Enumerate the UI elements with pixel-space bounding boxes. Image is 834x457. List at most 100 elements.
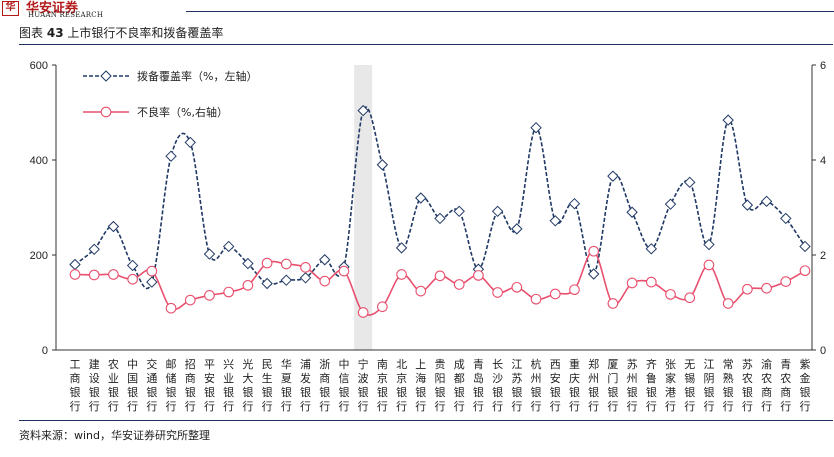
- series-0-point: [491, 205, 504, 218]
- series-0-point: [126, 259, 139, 272]
- series-0-point: [299, 272, 312, 284]
- series-1-point: [703, 259, 715, 271]
- series-0-point: [684, 176, 696, 189]
- series-0-point: [184, 136, 196, 149]
- y-right-tick-label: 4: [820, 155, 826, 167]
- x-tick-label: 光大银行: [242, 357, 253, 413]
- x-tick-label: 平安银行: [204, 358, 215, 413]
- series-0-point: [415, 192, 427, 204]
- series-0-point: [319, 254, 331, 266]
- y-left-tick-label: 0: [42, 345, 48, 357]
- series-1-point: [742, 283, 753, 295]
- series-1-point: [799, 265, 811, 277]
- x-tick-label: 郑州银行: [588, 357, 599, 413]
- series-0-point: [434, 212, 446, 225]
- series-0-point: [88, 243, 100, 256]
- x-tick-label: 邮储银行: [166, 358, 177, 413]
- x-tick-label: 常熟银行: [723, 358, 734, 413]
- y-right-tick-label: 0: [820, 345, 826, 357]
- legend-1-marker: [100, 106, 112, 118]
- x-tick-label: 重庆银行: [569, 357, 580, 413]
- legend-0-label: 拨备覆盖率（%，左轴）: [137, 69, 257, 83]
- series-0-point: [165, 150, 177, 162]
- series-1-point: [684, 292, 696, 304]
- x-tick-label: 贵阳银行: [435, 358, 446, 413]
- series-1-point: [569, 284, 580, 296]
- series-0-point: [222, 240, 235, 253]
- chart: 0 200 400 600 0 2 4 6 工商银行建设银行农业银行中国银行交通银行邮储银行招商…: [30, 60, 826, 413]
- series-1-point: [530, 293, 542, 305]
- series-1-point: [396, 269, 407, 280]
- x-tick-label: 青农商行: [780, 358, 791, 413]
- series-1-point: [204, 290, 215, 301]
- y-left-tick-label: 600: [30, 60, 48, 72]
- series-1-point: [280, 258, 292, 270]
- x-tick-label: 渝农商行: [761, 357, 772, 413]
- series-0-point: [69, 258, 81, 271]
- x-tick-label: 民生银行: [262, 358, 273, 413]
- y-left-tick-label: 400: [30, 155, 48, 167]
- series-0-point: [703, 238, 715, 251]
- series-1-point: [300, 262, 311, 273]
- x-tick-label: 西安银行: [550, 358, 561, 413]
- figure-title-text: 上市银行不良率和拨备覆盖率: [67, 26, 224, 40]
- x-tick-label: 浙商银行: [319, 358, 330, 413]
- series-0-point: [645, 243, 658, 255]
- series-1-point: [588, 245, 600, 257]
- x-tick-label: 齐鲁银行: [646, 357, 657, 413]
- x-tick-label: 华夏银行: [281, 357, 292, 413]
- x-tick-label: 招商银行: [185, 357, 196, 413]
- series-0-line: [74, 106, 806, 290]
- series-0-point: [741, 199, 754, 211]
- series-0-point: [722, 114, 734, 126]
- x-tick-label: 中信银行: [338, 358, 349, 413]
- x-tick-label: 青岛银行: [473, 358, 484, 413]
- series-0-point: [511, 223, 523, 235]
- figure-title: 图表 43 上市银行不良率和拨备覆盖率: [19, 24, 223, 41]
- series-1-point: [780, 276, 792, 287]
- series-1-point: [338, 265, 350, 277]
- series-1-point: [761, 282, 772, 294]
- series-1-point: [434, 270, 446, 282]
- figure-label: 图表: [19, 26, 44, 40]
- series-0-point: [549, 215, 561, 227]
- title-rule: [19, 44, 833, 45]
- series-0-point: [376, 159, 389, 171]
- series-1-point: [453, 279, 465, 290]
- series-1-point: [319, 275, 331, 287]
- series-1-point: [69, 269, 81, 280]
- x-tick-label: 建设银行: [89, 357, 100, 413]
- series-1-point: [357, 307, 369, 318]
- series-1-point: [108, 269, 119, 280]
- x-tick-label: 成都银行: [454, 358, 465, 413]
- x-tick-label: 江阴银行: [703, 358, 714, 413]
- series-0-point: [242, 257, 254, 270]
- series-1-point: [146, 265, 158, 277]
- brand-logo-icon: 华: [2, 1, 19, 16]
- series-1-point: [223, 286, 235, 298]
- x-tick-label: 工商银行: [70, 358, 81, 413]
- series-0-point: [626, 206, 638, 218]
- brand-header: 华 华安证券 HUAAN RESEARCH: [0, 0, 200, 22]
- x-tick-label: 无锡银行: [684, 358, 695, 413]
- series-0-point: [607, 170, 619, 182]
- x-tick-label: 张家港行: [665, 358, 676, 413]
- series-1-point: [492, 287, 503, 298]
- x-tick-label: 紫金银行: [800, 358, 811, 413]
- series-0-point: [587, 268, 600, 280]
- series-1-point: [377, 301, 388, 313]
- series-0-point: [395, 242, 408, 254]
- series-1-line: [74, 250, 806, 316]
- series-0-point: [780, 212, 792, 225]
- series-1-point: [511, 281, 523, 293]
- x-tick-label: 上海银行: [415, 358, 426, 413]
- series-0-point: [203, 248, 216, 260]
- series-0-point: [146, 276, 158, 288]
- series-0-point: [568, 197, 581, 210]
- series-1-point: [645, 276, 657, 288]
- x-tick-label: 苏州银行: [627, 358, 638, 413]
- series-1-point: [184, 294, 196, 306]
- x-tick-label: 浦发银行: [300, 358, 311, 413]
- series-0-point: [799, 240, 811, 253]
- series-1-point: [607, 298, 619, 309]
